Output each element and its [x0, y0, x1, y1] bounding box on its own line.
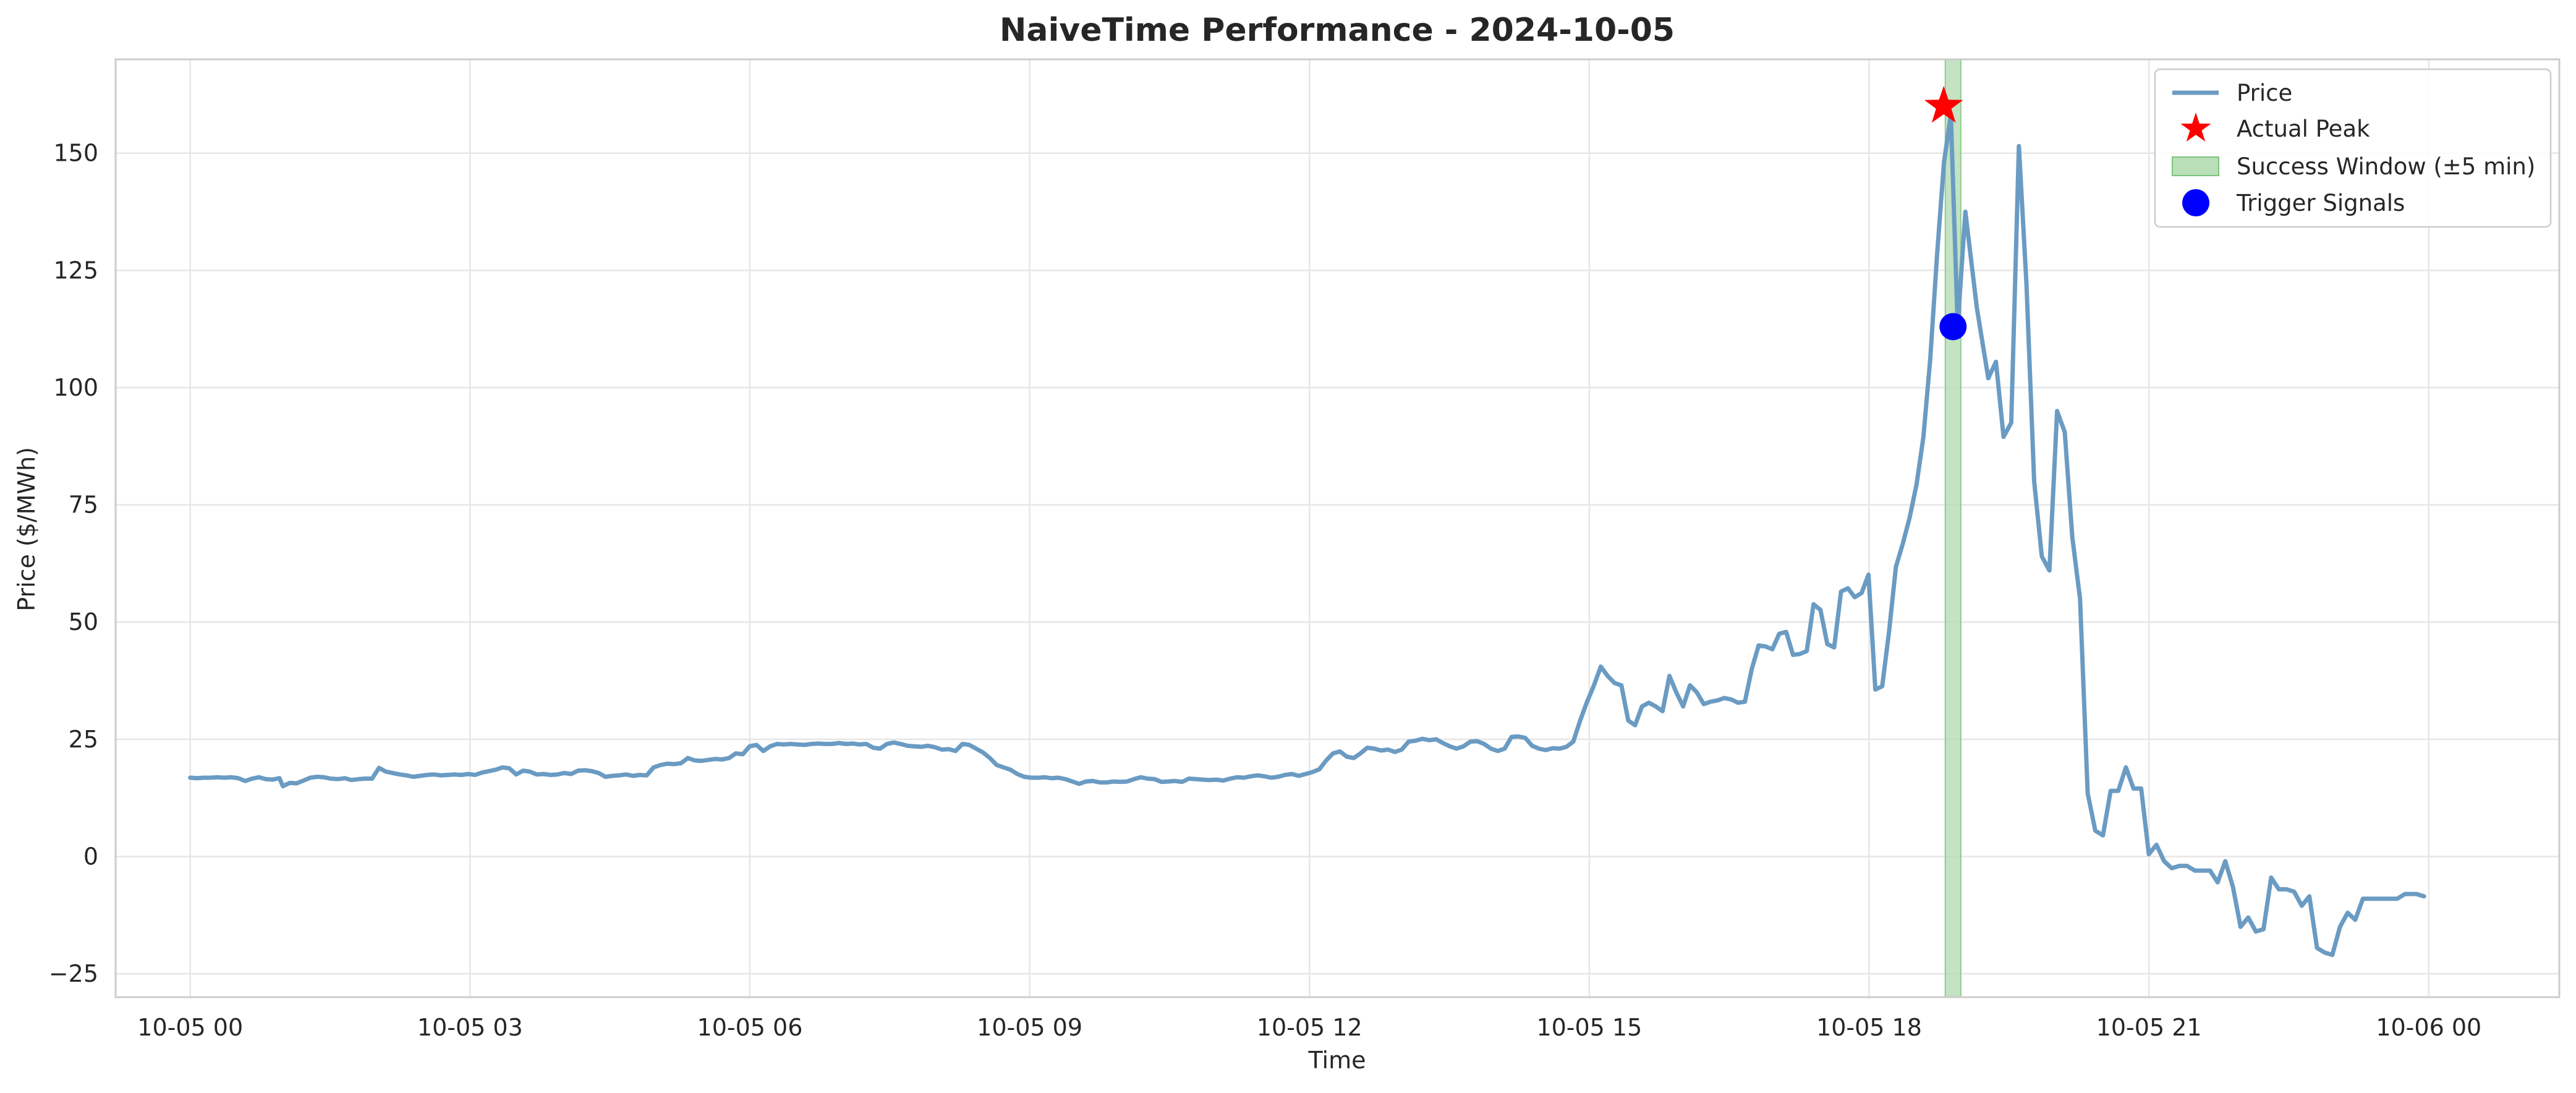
- legend-trigger-swatch: [2182, 189, 2209, 216]
- x-ticks: 10-05 00 10-05 03 10-05 06 10-05 09 10-05 12…: [137, 1014, 2481, 1041]
- markers: [1924, 85, 1967, 341]
- x-tick-label: 10-05 15: [1536, 1014, 1642, 1041]
- legend-peak-swatch: [2180, 113, 2211, 142]
- y-tick-label: 100: [53, 374, 98, 401]
- y-tick-label: 150: [53, 140, 98, 167]
- x-tick-label: 10-05 00: [137, 1014, 243, 1041]
- y-axis-label: Price ($/MWh): [13, 447, 40, 611]
- chart-title: NaiveTime Performance - 2024-10-05: [1000, 12, 1675, 49]
- x-axis-label: Time: [1308, 1047, 1366, 1074]
- legend-label-peak: Actual Peak: [2237, 116, 2370, 142]
- price-line: [188, 113, 2426, 958]
- x-tick-label: 10-05 21: [2096, 1014, 2202, 1041]
- legend-box: [2154, 68, 2552, 228]
- y-tick-label: 50: [69, 608, 98, 636]
- price-series: [188, 113, 2426, 958]
- y-tick-label: 75: [69, 491, 98, 519]
- legend-label-price: Price: [2237, 80, 2292, 106]
- y-tick-label: 0: [83, 843, 98, 870]
- x-tick-label: 10-05 06: [697, 1014, 803, 1041]
- actual-peak-marker: [1924, 85, 1963, 123]
- trigger-signal-marker: [1939, 313, 1967, 341]
- legend-window-swatch: [2172, 156, 2219, 176]
- y-tick-label: 25: [69, 726, 98, 753]
- legend-label-trigger: Trigger Signals: [2236, 190, 2405, 216]
- y-ticks: −25 0 25 50 75 100 125 150: [49, 140, 98, 987]
- x-tick-label: 10-06 00: [2376, 1014, 2481, 1041]
- x-tick-label: 10-05 18: [1816, 1014, 1922, 1041]
- x-tick-label: 10-05 12: [1257, 1014, 1362, 1041]
- plot-frame: [114, 58, 2561, 998]
- y-tick-label: −25: [49, 960, 98, 987]
- legend: Price Actual Peak Success Window (±5 min) T…: [2154, 68, 2552, 228]
- x-tick-label: 10-05 09: [977, 1014, 1082, 1041]
- legend-label-window: Success Window (±5 min): [2237, 153, 2535, 180]
- y-tick-label: 125: [53, 257, 98, 284]
- x-tick-label: 10-05 03: [417, 1014, 523, 1041]
